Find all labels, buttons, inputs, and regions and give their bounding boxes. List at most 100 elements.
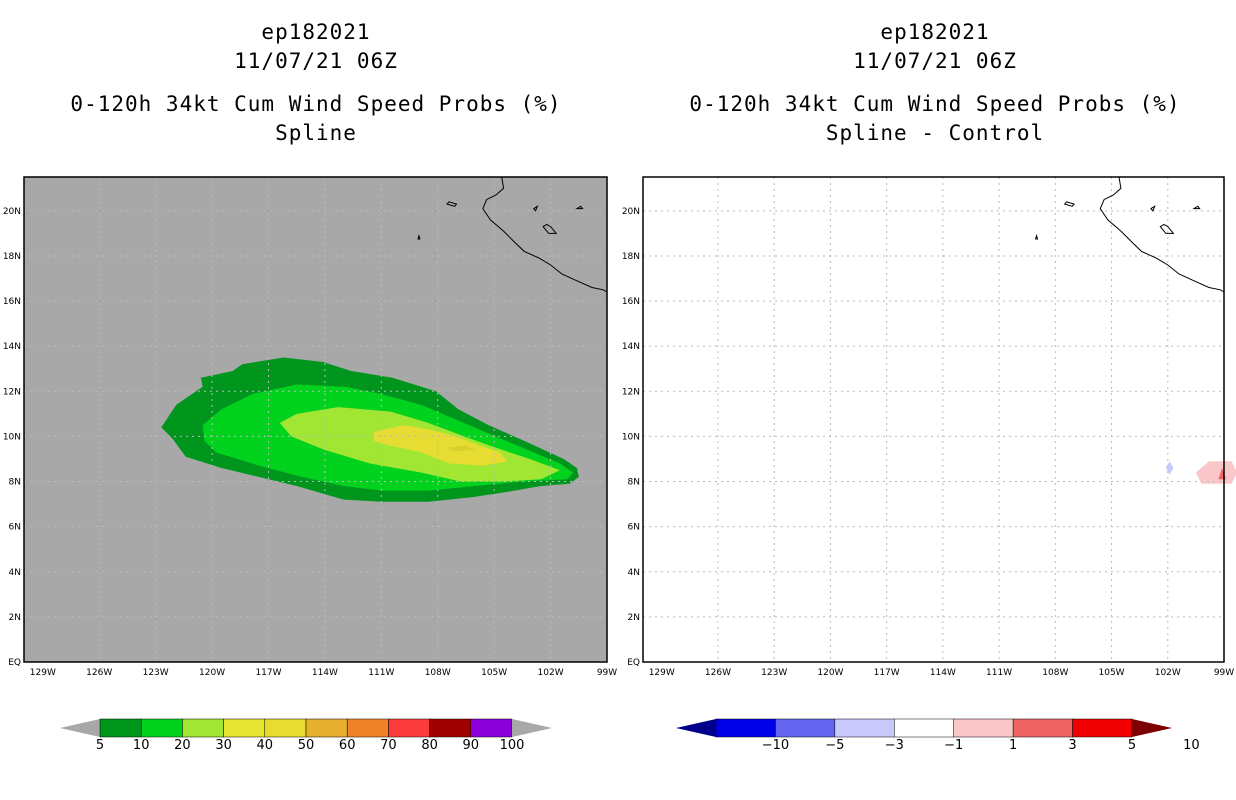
left-colorbar-label: 30 bbox=[215, 738, 232, 753]
right-coastline bbox=[1099, 176, 1225, 293]
left-colorbar-swatch bbox=[305, 718, 348, 738]
left-x-tick-label: 120W bbox=[199, 668, 225, 678]
left-x-tick-label: 102W bbox=[538, 668, 564, 678]
left-colorbar-label: 50 bbox=[298, 738, 315, 753]
left-colorbar-swatch bbox=[264, 718, 307, 738]
left-colorbar-swatch bbox=[346, 718, 389, 738]
left-chart: 129W 126W 123W 120W 117W 114W 111W 108W 105W 102W… bbox=[3, 176, 617, 753]
left-contour-30 bbox=[373, 425, 508, 466]
right-storm-id: ep182021 bbox=[880, 20, 990, 44]
right-colorbar-label: 10 bbox=[1183, 738, 1200, 753]
left-colorbar-label: 10 bbox=[133, 738, 150, 753]
right-chart: 129W 126W 123W 120W 117W 114W 111W 108W 105W 102W… bbox=[622, 176, 1236, 753]
left-x-tick-label: 126W bbox=[86, 668, 112, 678]
right-colorbar-swatch bbox=[834, 718, 895, 738]
right-colorbar-label: −1 bbox=[944, 738, 963, 753]
left-datetime: 11/07/21 06Z bbox=[234, 49, 398, 73]
right-chart-title: 0-120h 34kt Cum Wind Speed Probs (%) bbox=[689, 92, 1181, 116]
right-y-tick-label: 14N bbox=[622, 342, 640, 352]
right-island bbox=[1034, 233, 1039, 240]
right-x-tick-label: 123W bbox=[761, 668, 787, 678]
left-colorbar-label: 5 bbox=[96, 738, 104, 753]
left-y-tick-label: 10N bbox=[3, 432, 21, 442]
right-x-tick-label: 114W bbox=[930, 668, 956, 678]
left-colorbar-over-arrow bbox=[512, 719, 552, 737]
left-colorbar-label: 80 bbox=[421, 738, 438, 753]
left-colorbar-swatch bbox=[140, 718, 183, 738]
left-island bbox=[417, 233, 421, 240]
left-colorbar-swatch bbox=[99, 718, 142, 738]
left-colorbar-swatch bbox=[470, 718, 513, 738]
left-x-tick-label: 114W bbox=[312, 668, 338, 678]
right-y-tick-label: 8N bbox=[628, 478, 640, 488]
right-y-tick-label: 6N bbox=[628, 523, 640, 533]
left-y-tick-label: 14N bbox=[3, 342, 21, 352]
left-colorbar-label: 100 bbox=[500, 738, 525, 753]
left-colorbar-label: 40 bbox=[257, 738, 274, 753]
left-colorbar-swatch bbox=[223, 718, 266, 738]
left-x-tick-label: 129W bbox=[30, 668, 56, 678]
right-x-tick-label: 120W bbox=[817, 668, 843, 678]
left-y-tick-label: 12N bbox=[3, 387, 21, 397]
left-storm-id: ep182021 bbox=[261, 20, 371, 44]
left-x-tick-label: 105W bbox=[481, 668, 507, 678]
right-x-tick-label: 105W bbox=[1099, 668, 1125, 678]
right-colorbar-label: −3 bbox=[885, 738, 904, 753]
left-y-tick-label: 4N bbox=[9, 568, 21, 578]
left-x-tick-label: 123W bbox=[143, 668, 169, 678]
left-colorbar-label: 70 bbox=[380, 738, 397, 753]
right-colorbar-swatch bbox=[1072, 718, 1133, 738]
right-colorbar-label: −5 bbox=[825, 738, 844, 753]
right-colorbar-swatch bbox=[953, 718, 1014, 738]
left-colorbar-swatch bbox=[182, 718, 224, 738]
left-contour-40 bbox=[447, 445, 476, 452]
left-y-tick-label: 16N bbox=[3, 297, 21, 307]
right-x-tick-label: 117W bbox=[874, 668, 900, 678]
right-x-tick-label: 126W bbox=[705, 668, 731, 678]
right-y-tick-label: 16N bbox=[622, 297, 640, 307]
right-x-tick-label: 99W bbox=[1214, 668, 1234, 678]
left-chart-title-block: ep182021 11/07/21 06Z 0-120h 34kt Cum Wi… bbox=[24, 18, 608, 148]
right-y-tick-label: 12N bbox=[622, 387, 640, 397]
right-x-tick-label: 108W bbox=[1042, 668, 1068, 678]
right-colorbar-swatch bbox=[894, 718, 954, 738]
right-colorbar-label: 3 bbox=[1068, 738, 1076, 753]
left-chart-title: 0-120h 34kt Cum Wind Speed Probs (%) bbox=[70, 92, 562, 116]
right-plot-background bbox=[643, 177, 1224, 662]
right-colorbar-over-arrow bbox=[1132, 719, 1172, 737]
left-y-tick-label: 8N bbox=[9, 478, 21, 488]
left-x-tick-label: 117W bbox=[255, 668, 281, 678]
left-plot-frame bbox=[23, 176, 608, 663]
left-y-tick-label: 6N bbox=[9, 523, 21, 533]
left-x-tick-label: 111W bbox=[368, 668, 394, 678]
left-colorbar-label: 60 bbox=[339, 738, 356, 753]
left-x-tick-label: 99W bbox=[597, 668, 617, 678]
right-x-tick-label: 111W bbox=[986, 668, 1012, 678]
left-island bbox=[532, 205, 539, 212]
left-colorbar-label: 90 bbox=[463, 738, 480, 753]
right-y-tick-label: EQ bbox=[627, 658, 640, 668]
left-colorbar-swatch bbox=[429, 718, 472, 738]
left-y-tick-label: EQ bbox=[8, 658, 21, 668]
right-island bbox=[1150, 205, 1156, 212]
right-y-tick-label: 4N bbox=[628, 568, 640, 578]
left-chart-subtitle: Spline bbox=[275, 121, 357, 145]
right-colorbar-under-arrow bbox=[676, 719, 716, 737]
left-island bbox=[575, 205, 584, 210]
left-island bbox=[446, 201, 458, 207]
right-y-tick-label: 2N bbox=[628, 613, 640, 623]
left-coastline bbox=[482, 176, 608, 293]
left-y-tick-label: 2N bbox=[9, 613, 21, 623]
right-colorbar-label: 1 bbox=[1009, 738, 1017, 753]
right-y-tick-label: 18N bbox=[622, 252, 640, 262]
left-colorbar-label: 20 bbox=[174, 738, 191, 753]
left-island bbox=[542, 223, 558, 234]
right-island bbox=[1192, 205, 1201, 210]
right-plot-frame bbox=[642, 176, 1225, 663]
left-x-tick-label: 108W bbox=[425, 668, 451, 678]
right-chart-title-block: ep182021 11/07/21 06Z 0-120h 34kt Cum Wi… bbox=[643, 18, 1227, 148]
right-contour-1 bbox=[1195, 461, 1236, 484]
right-x-tick-label: 102W bbox=[1155, 668, 1181, 678]
right-chart-subtitle: Spline - Control bbox=[825, 121, 1045, 145]
